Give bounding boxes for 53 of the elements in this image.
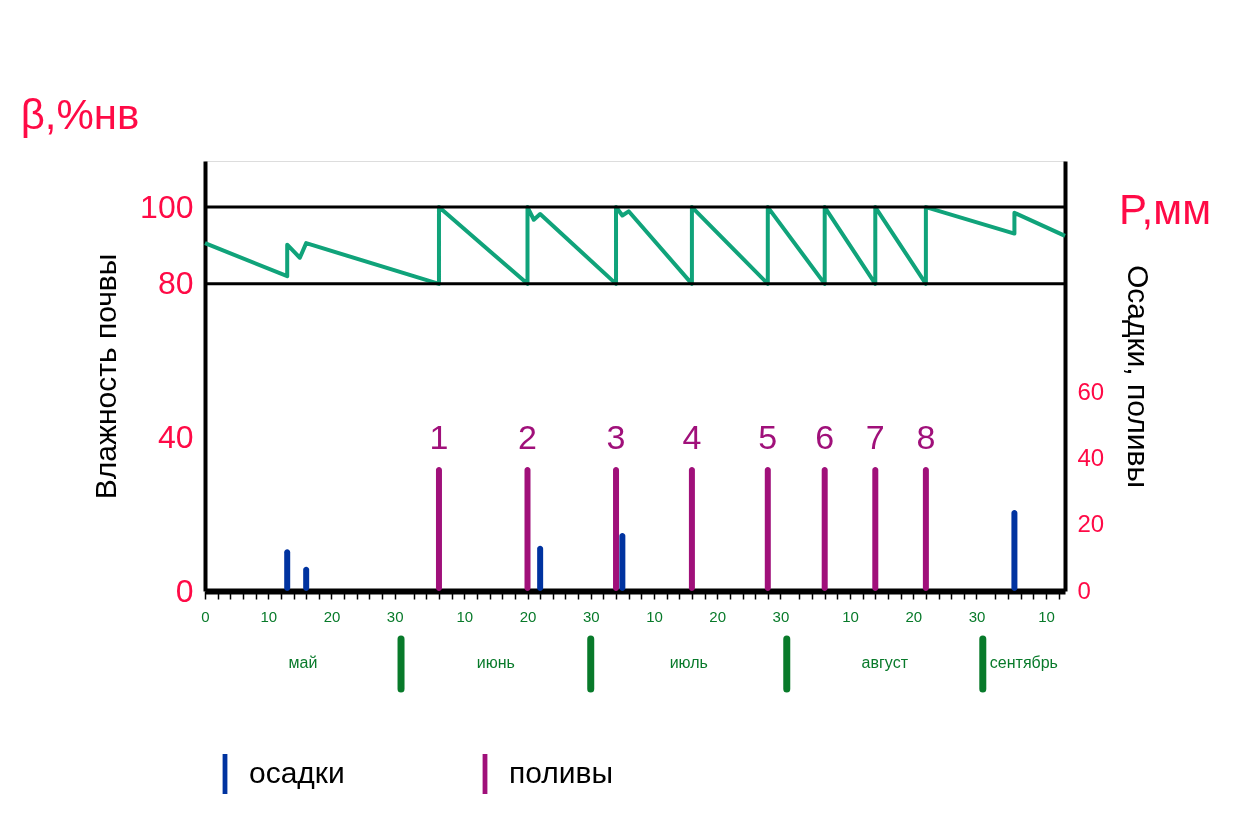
bar	[619, 533, 626, 591]
x-tick-label: 20	[519, 607, 537, 625]
bar	[1011, 509, 1018, 591]
bar	[764, 466, 771, 591]
x-tick-label: 20	[323, 607, 341, 625]
x-tick-label: 10	[842, 607, 859, 625]
text: P,мм	[1118, 186, 1212, 233]
text: β,%нв	[20, 91, 140, 138]
line-series	[203, 205, 1067, 286]
bar	[524, 466, 531, 591]
x-tick-label: 30	[968, 607, 986, 625]
x-tick-label: 20	[905, 607, 923, 625]
bar	[688, 466, 695, 591]
bar	[922, 466, 929, 591]
y-tick-label: 100	[140, 188, 194, 225]
bar	[435, 466, 442, 591]
x-tick-label: 10	[456, 607, 474, 625]
text: июль	[669, 654, 708, 671]
x-tick-label: 30	[772, 607, 790, 625]
text: август	[861, 654, 909, 671]
legend-label: поливы	[509, 756, 614, 789]
y2-tick-label: 40	[1077, 444, 1105, 472]
annotation: 6	[815, 417, 835, 456]
x-tick-label: 10	[646, 607, 663, 625]
annotation: 1	[429, 417, 449, 456]
y-tick-label: 80	[157, 265, 194, 302]
bar	[537, 545, 544, 591]
y-tick-label: 40	[157, 418, 194, 455]
bar	[872, 466, 879, 591]
y2-tick-label: 20	[1077, 510, 1105, 538]
text: сентябрь	[989, 654, 1058, 671]
annotation: 4	[682, 417, 702, 456]
x-tick-label: 10	[1038, 607, 1055, 625]
bar	[613, 466, 620, 591]
x-tick-label: 20	[709, 607, 727, 625]
text: июнь	[476, 654, 515, 671]
annotation: 3	[606, 417, 626, 456]
y2-axis-title: Осадки, поливы	[1122, 264, 1156, 489]
y-axis-title: Влажность почвы	[89, 253, 123, 500]
annotation: 7	[865, 417, 885, 456]
x-tick-label: 10	[260, 607, 278, 625]
legend-label: осадки	[249, 756, 345, 789]
y2-tick-label: 0	[1077, 576, 1091, 604]
annotation: 5	[758, 417, 778, 456]
y2-tick-label: 60	[1077, 378, 1105, 406]
bar	[284, 549, 291, 591]
x-tick-label: 30	[386, 607, 404, 625]
annotation: 8	[916, 417, 936, 456]
x-tick-label: 30	[582, 607, 600, 625]
x-tick-label: 0	[201, 607, 210, 625]
annotation: 2	[518, 417, 537, 456]
bar	[821, 466, 828, 591]
text: май	[288, 654, 318, 671]
